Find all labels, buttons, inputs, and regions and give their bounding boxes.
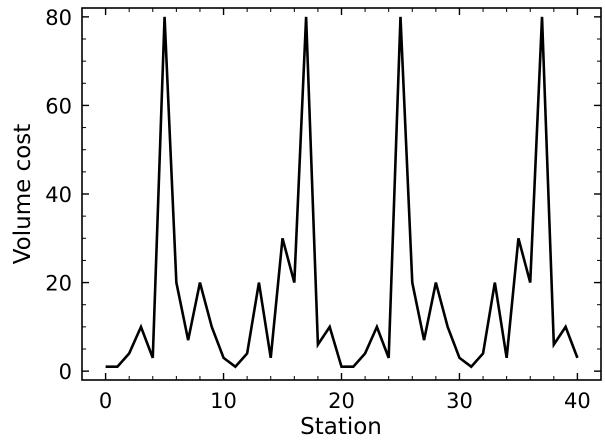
y-tick-label: 20	[45, 272, 72, 296]
y-tick-label: 40	[45, 183, 72, 207]
axis-tick-labels: 0 10 20 30 40 0 20 40 60 80	[45, 6, 591, 413]
x-tick-label: 10	[210, 389, 237, 413]
y-tick-label: 80	[45, 6, 72, 30]
series-line	[105, 16, 579, 369]
plot-frame	[81, 7, 602, 381]
x-axis-title: Station	[300, 414, 382, 440]
y-tick-label: 0	[59, 360, 72, 384]
axis-ticks	[82, 8, 601, 380]
y-tick-label: 60	[45, 94, 72, 118]
y-axis-title: Volume cost	[10, 124, 36, 265]
x-tick-label: 40	[564, 389, 591, 413]
x-tick-label: 0	[99, 389, 112, 413]
x-tick-label: 30	[446, 389, 473, 413]
x-tick-label: 20	[328, 389, 355, 413]
